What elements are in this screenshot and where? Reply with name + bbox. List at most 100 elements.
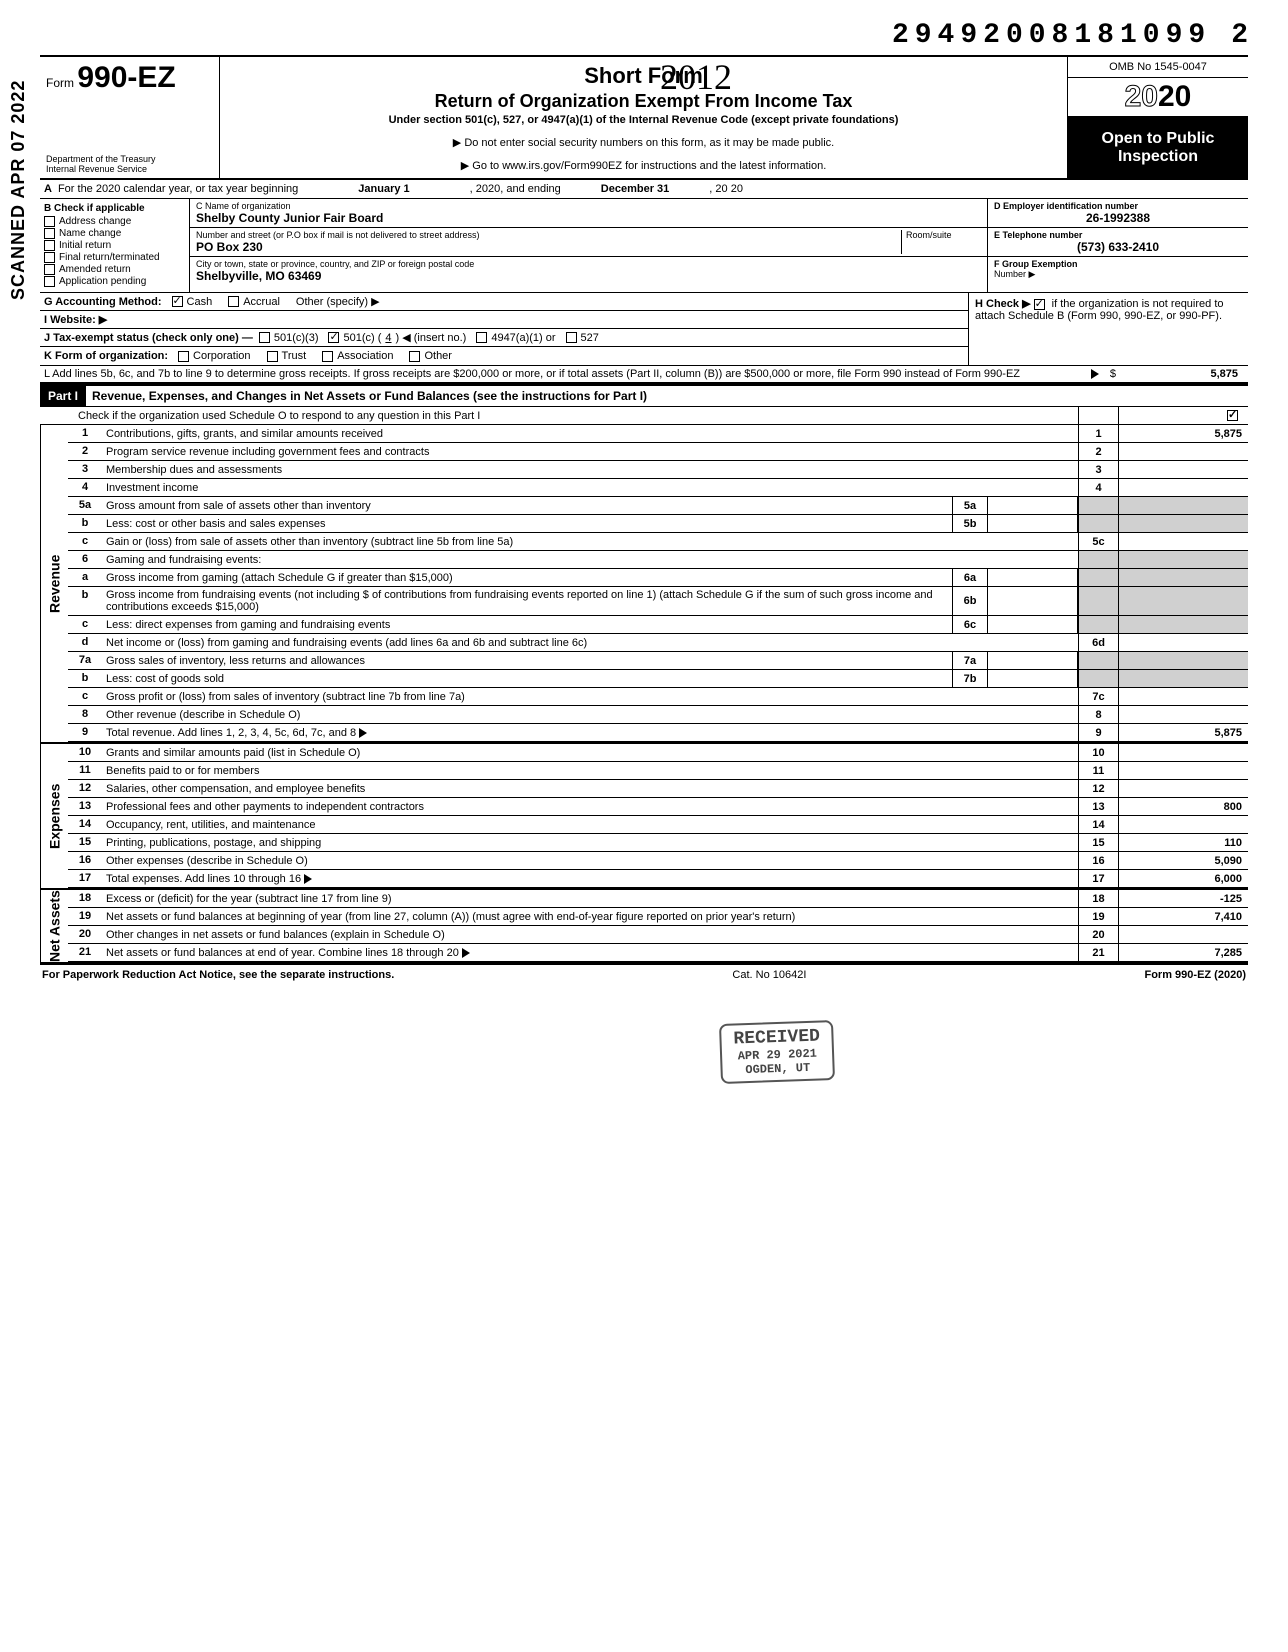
other-org-checkbox[interactable] xyxy=(409,351,420,362)
line-desc: Professional fees and other payments to … xyxy=(102,798,1078,815)
row-j: J Tax-exempt status (check only one) — 5… xyxy=(40,329,968,347)
501c-num: 4 xyxy=(385,332,391,344)
stamp-location: OGDEN, UT xyxy=(734,1060,821,1077)
part1-label: Part I xyxy=(40,386,86,406)
checkbox[interactable] xyxy=(44,228,55,239)
checkbox[interactable] xyxy=(44,276,55,287)
inner-line-num: 7a xyxy=(952,652,988,669)
inner-line-num: 5b xyxy=(952,515,988,532)
inner-amount xyxy=(988,652,1078,669)
row-a-text: For the 2020 calendar year, or tax year … xyxy=(58,183,298,195)
col-b: B Check if applicable Address changeName… xyxy=(40,199,190,292)
assoc-checkbox[interactable] xyxy=(322,351,333,362)
527-checkbox[interactable] xyxy=(566,332,577,343)
line-num: c xyxy=(68,533,102,550)
inner-line-num: 7b xyxy=(952,670,988,687)
col-amount xyxy=(1118,688,1248,705)
checkbox[interactable] xyxy=(44,216,55,227)
cash-checkbox[interactable] xyxy=(172,296,183,307)
form-line-2: 2Program service revenue including gover… xyxy=(68,443,1248,461)
line-num: 14 xyxy=(68,816,102,833)
501c-checkbox[interactable] xyxy=(328,332,339,343)
gross-receipts: 5,875 xyxy=(1124,368,1244,380)
year-outline: 20 xyxy=(1125,80,1158,113)
line-num: 9 xyxy=(68,724,102,741)
accrual-checkbox[interactable] xyxy=(228,296,239,307)
schedule-o-checkbox[interactable] xyxy=(1227,410,1238,421)
col-amount: 6,000 xyxy=(1118,870,1248,887)
checkbox-row: Amended return xyxy=(44,264,185,275)
form-prefix: Form xyxy=(46,76,74,90)
line-desc: Benefits paid to or for members xyxy=(102,762,1078,779)
inner-line-num: 6a xyxy=(952,569,988,586)
tax-year: 2020 xyxy=(1068,78,1248,117)
col-amount xyxy=(1118,443,1248,460)
room-label: Room/suite xyxy=(906,230,981,240)
line-desc: Contributions, gifts, grants, and simila… xyxy=(102,425,1078,442)
corp-checkbox[interactable] xyxy=(178,351,189,362)
501c-label: 501(c) ( xyxy=(343,332,381,344)
open-inspection: Open to Public Inspection xyxy=(1068,117,1248,178)
form-line-20: 20Other changes in net assets or fund ba… xyxy=(68,926,1248,944)
row-i: I Website: ▶ xyxy=(40,311,968,329)
line-num: b xyxy=(68,587,102,615)
line-num: 17 xyxy=(68,870,102,887)
form-line-18: 18Excess or (deficit) for the year (subt… xyxy=(68,890,1248,908)
col-num: 10 xyxy=(1078,744,1118,761)
4947-checkbox[interactable] xyxy=(476,332,487,343)
line-desc: Gross income from fundraising events (no… xyxy=(102,587,952,615)
col-amount xyxy=(1118,634,1248,651)
line-desc: Other expenses (describe in Schedule O) xyxy=(102,852,1078,869)
period-end: December 31 xyxy=(601,183,670,195)
col-num: 16 xyxy=(1078,852,1118,869)
arrow-icon xyxy=(304,874,312,884)
line-num: 7a xyxy=(68,652,102,669)
form-line-12: 12Salaries, other compensation, and empl… xyxy=(68,780,1248,798)
form-line-8: 8Other revenue (describe in Schedule O)8 xyxy=(68,706,1248,724)
col-num: 20 xyxy=(1078,926,1118,943)
checkbox[interactable] xyxy=(44,252,55,263)
form-line-16: 16Other expenses (describe in Schedule O… xyxy=(68,852,1248,870)
col-num: 11 xyxy=(1078,762,1118,779)
inner-amount xyxy=(988,670,1078,687)
org-city: Shelbyville, MO 63469 xyxy=(196,269,981,283)
arrow-icon xyxy=(359,728,367,738)
dln-suffix: 2 xyxy=(1231,20,1248,51)
line-num: 8 xyxy=(68,706,102,723)
part1-header: Part I Revenue, Expenses, and Changes in… xyxy=(40,384,1248,407)
col-amount xyxy=(1118,780,1248,797)
line-num: 2 xyxy=(68,443,102,460)
line-num: 10 xyxy=(68,744,102,761)
part1-check: Check if the organization used Schedule … xyxy=(40,407,1248,425)
checkbox-row: Initial return xyxy=(44,240,185,251)
checkbox[interactable] xyxy=(44,264,55,275)
checkbox[interactable] xyxy=(44,240,55,251)
sched-b-checkbox[interactable] xyxy=(1034,299,1045,310)
col-amount xyxy=(1118,479,1248,496)
row-g: G Accounting Method: Cash Accrual Other … xyxy=(40,293,968,311)
row-a-mid: , 2020, and ending xyxy=(470,183,561,195)
line-num: 4 xyxy=(68,479,102,496)
checkbox-label: Application pending xyxy=(59,276,146,287)
group-label: F Group Exemption xyxy=(994,259,1242,269)
footer-left: For Paperwork Reduction Act Notice, see … xyxy=(42,969,394,981)
open-line1: Open to Public xyxy=(1070,130,1246,148)
city-label: City or town, state or province, country… xyxy=(196,259,981,269)
col-c: C Name of organization Shelby County Jun… xyxy=(190,199,988,292)
4947-label: 4947(a)(1) or xyxy=(491,332,555,344)
form-header: Form 990-EZ Department of the Treasury I… xyxy=(40,55,1248,180)
dln: 29492008181099 xyxy=(892,20,1211,51)
year-solid: 20 xyxy=(1158,80,1191,113)
line-num: c xyxy=(68,616,102,633)
note-ssn: ▶ Do not enter social security numbers o… xyxy=(230,136,1057,149)
title-return: Return of Organization Exempt From Incom… xyxy=(230,91,1057,112)
col-num: 21 xyxy=(1078,944,1118,961)
line-num: b xyxy=(68,515,102,532)
501c3-checkbox[interactable] xyxy=(259,332,270,343)
checkbox-label: Name change xyxy=(59,228,121,239)
org-address: PO Box 230 xyxy=(196,240,901,254)
footer-mid: Cat. No 10642I xyxy=(732,969,806,981)
trust-checkbox[interactable] xyxy=(267,351,278,362)
line-num: 11 xyxy=(68,762,102,779)
col-num: 19 xyxy=(1078,908,1118,925)
